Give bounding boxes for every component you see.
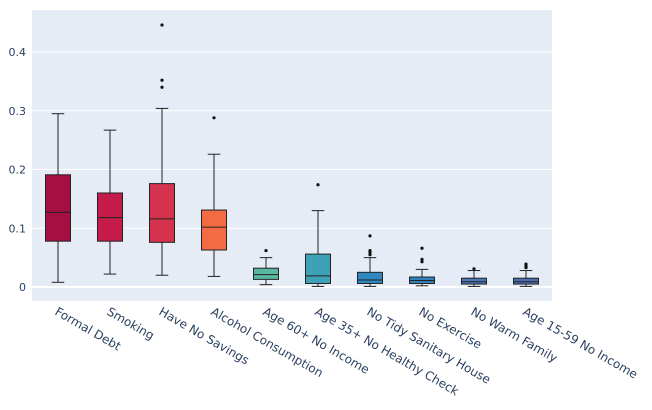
iqr-box xyxy=(149,183,175,243)
y-tick-label: 0 xyxy=(19,281,26,294)
y-tick-label: 0.2 xyxy=(9,164,27,177)
box-age-35-no-healthy-check xyxy=(305,183,331,287)
y-tick-label: 0.1 xyxy=(9,222,27,235)
box-no-exercise xyxy=(409,246,435,287)
box-series xyxy=(45,23,539,287)
box-no-warm-family xyxy=(461,267,487,287)
x-tick-label: No Warm Family xyxy=(469,304,560,365)
iqr-box xyxy=(97,192,123,242)
outlier-point xyxy=(420,260,424,264)
box-no-tidy-sanitary-house xyxy=(357,234,383,287)
y-tick-label: 0.3 xyxy=(9,105,27,118)
box-alcohol-consumption xyxy=(201,116,227,277)
outlier-point xyxy=(368,234,372,238)
iqr-box xyxy=(461,277,487,285)
iqr-box xyxy=(201,209,227,251)
y-axis: 0 0.1 0.2 0.3 0.4 xyxy=(9,46,27,294)
outlier-point xyxy=(472,267,476,271)
x-tick-label: Have No Savings xyxy=(157,304,252,367)
iqr-box xyxy=(513,277,539,285)
iqr-box xyxy=(357,271,383,284)
box-age-60-no-income xyxy=(253,248,279,286)
iqr-box xyxy=(305,253,331,284)
outlier-point xyxy=(420,246,424,250)
y-tick-label: 0.4 xyxy=(9,46,27,59)
iqr-box xyxy=(253,267,279,280)
outlier-point xyxy=(524,262,528,266)
box-formal-debt xyxy=(45,113,71,283)
outlier-point xyxy=(160,23,164,27)
plot-area xyxy=(32,10,552,301)
outlier-point xyxy=(264,248,268,253)
outlier-point xyxy=(420,257,424,261)
outlier-point xyxy=(160,78,164,82)
outlier-point xyxy=(212,116,216,120)
box-smoking xyxy=(97,129,123,275)
box-have-no-savings xyxy=(149,23,175,276)
box-age-15-59-no-income xyxy=(513,262,539,287)
outlier-point xyxy=(368,253,372,257)
iqr-box xyxy=(45,174,71,242)
outlier-point xyxy=(160,85,164,89)
outlier-point xyxy=(368,248,372,253)
outlier-point xyxy=(316,183,320,187)
